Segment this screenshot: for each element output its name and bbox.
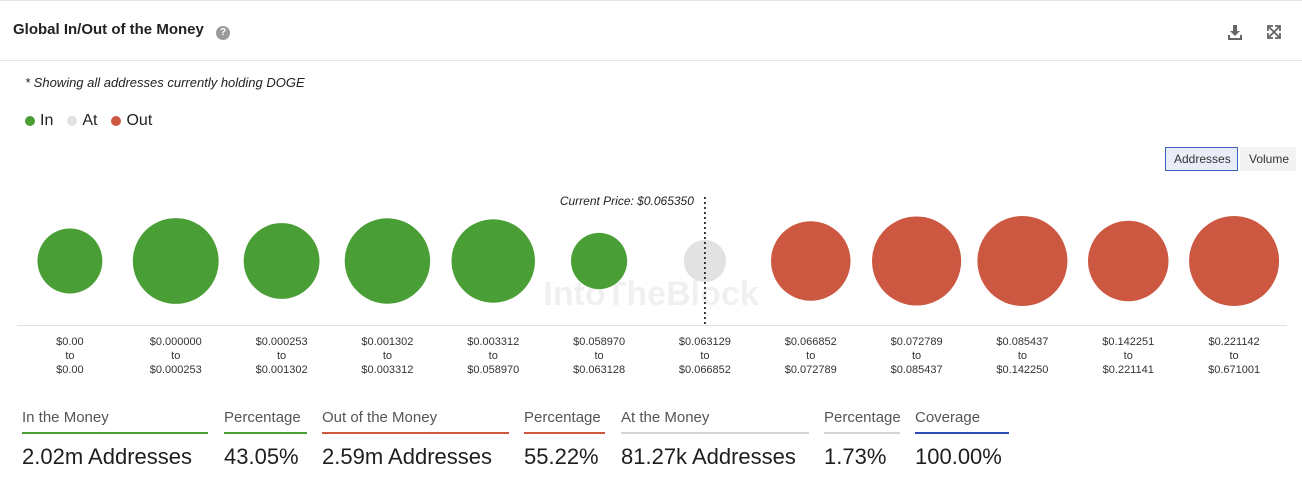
- bubble-in: [451, 219, 535, 303]
- legend-dot-in: [25, 116, 35, 126]
- addresses-toggle[interactable]: Addresses: [1165, 147, 1238, 171]
- tick-label-to: to: [277, 350, 286, 362]
- bubble-chart: IntoTheBlock $0.00 to $0.00 $0.000000 to $0.00…: [17, 194, 1287, 376]
- tick-label-to: to: [171, 350, 180, 362]
- stat-at-percentage: Percentage 1.73%: [824, 409, 901, 470]
- legend-label-in: In: [40, 112, 54, 129]
- tick-label: $0.072789: [891, 336, 943, 348]
- stat-value: 43.05%: [224, 444, 299, 469]
- tick-label: $0.142250: [996, 364, 1048, 376]
- holding-note: * Showing all addresses currently holdin…: [25, 75, 305, 90]
- stat-value: 2.02m Addresses: [22, 444, 192, 469]
- tick-label: $0.072789: [785, 364, 837, 376]
- tick-label-to: to: [489, 350, 498, 362]
- legend-item-at[interactable]: At: [67, 112, 97, 130]
- bubble-in: [570, 232, 628, 290]
- tick-label: $0.066852: [679, 364, 731, 376]
- download-icon[interactable]: [1226, 23, 1244, 41]
- tick-label-to: to: [594, 350, 603, 362]
- tick-label: $0.142251: [1102, 336, 1154, 348]
- stat-label: Percentage: [524, 409, 605, 434]
- legend-label-out: Out: [126, 112, 153, 129]
- legend-dot-out: [111, 116, 122, 126]
- tick-label-to: to: [1229, 350, 1238, 362]
- stat-label: At the Money: [621, 409, 809, 434]
- tick-label: $0.001302: [361, 336, 413, 348]
- stat-value: 1.73%: [824, 444, 887, 469]
- stat-value: 55.22%: [524, 444, 599, 469]
- tick-label: $0.000253: [150, 364, 202, 376]
- tick-label: $0.000000: [150, 336, 202, 348]
- help-icon[interactable]: ?: [216, 26, 230, 40]
- stat-label: Out of the Money: [322, 409, 509, 434]
- bubble-in: [243, 223, 320, 299]
- bubble-out: [1189, 216, 1280, 306]
- bubble-in: [132, 218, 219, 304]
- tick-label: $0.066852: [785, 336, 837, 348]
- bubble-out: [771, 221, 851, 301]
- watermark: IntoTheBlock: [543, 275, 758, 313]
- bubble-at: [683, 239, 727, 283]
- bubble-in: [344, 218, 431, 304]
- stat-in-the-money: In the Money 2.02m Addresses: [22, 409, 208, 470]
- tick-label: $0.063129: [679, 336, 731, 348]
- tick-label: $0.00: [56, 336, 84, 348]
- stat-value: 81.27k Addresses: [621, 444, 796, 469]
- tick-label-to: to: [912, 350, 921, 362]
- stat-label: In the Money: [22, 409, 208, 434]
- stat-value: 2.59m Addresses: [322, 444, 492, 469]
- stat-label: Percentage: [224, 409, 307, 434]
- tick-label: $0.00: [56, 364, 84, 376]
- summary-stats: In the Money 2.02m Addresses Percentage …: [0, 409, 1302, 479]
- volume-toggle[interactable]: Volume: [1240, 147, 1296, 171]
- tick-label-to: to: [1018, 350, 1027, 362]
- card-header: Global In/Out of the Money ?: [0, 1, 1302, 61]
- chart-title: Global In/Out of the Money: [13, 21, 204, 38]
- tick-label-to: to: [65, 350, 74, 362]
- tick-label: $0.085437: [996, 336, 1048, 348]
- tick-label: $0.058970: [573, 336, 625, 348]
- current-price-label: Current Price: $0.065350: [560, 194, 694, 208]
- tick-label: $0.671001: [1208, 364, 1260, 376]
- tick-label-to: to: [806, 350, 815, 362]
- tick-label: $0.063128: [573, 364, 625, 376]
- tick-label: $0.001302: [256, 364, 308, 376]
- stat-in-percentage: Percentage 43.05%: [224, 409, 307, 470]
- bubble-out: [1088, 220, 1169, 302]
- tick-label: $0.000253: [256, 336, 308, 348]
- tick-label: $0.221142: [1208, 336, 1259, 348]
- tick-label-to: to: [383, 350, 392, 362]
- legend-label-at: At: [82, 112, 98, 129]
- expand-icon[interactable]: [1265, 23, 1283, 41]
- legend-item-in[interactable]: In: [25, 112, 53, 130]
- bubble-in: [37, 228, 103, 294]
- bubble-out: [977, 216, 1068, 306]
- tick-label-to: to: [1124, 350, 1133, 362]
- stat-out-of-the-money: Out of the Money 2.59m Addresses: [322, 409, 509, 470]
- bubble-out: [872, 216, 962, 306]
- tick-label-to: to: [700, 350, 709, 362]
- stat-at-the-money: At the Money 81.27k Addresses: [621, 409, 809, 470]
- legend: In At Out: [25, 112, 152, 130]
- stat-label: Coverage: [915, 409, 1009, 434]
- stat-value: 100.00%: [915, 444, 1002, 469]
- tick-label: $0.003312: [467, 336, 519, 348]
- tick-label: $0.085437: [891, 364, 943, 376]
- legend-dot-at: [67, 116, 78, 126]
- tick-label: $0.221141: [1103, 364, 1154, 376]
- stat-coverage: Coverage 100.00%: [915, 409, 1009, 470]
- tick-label: $0.058970: [467, 364, 519, 376]
- stat-out-percentage: Percentage 55.22%: [524, 409, 605, 470]
- tick-label: $0.003312: [361, 364, 413, 376]
- stat-label: Percentage: [824, 409, 901, 434]
- legend-item-out[interactable]: Out: [111, 112, 152, 130]
